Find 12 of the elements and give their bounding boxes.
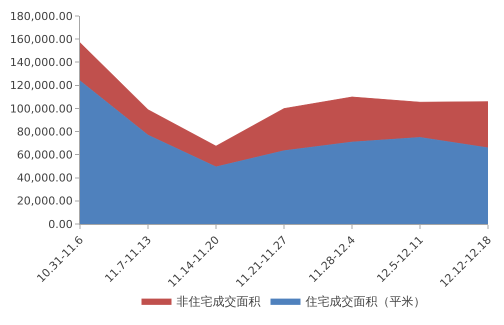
legend-label: 非住宅成交面积 — [176, 294, 260, 309]
y-tick-label: 120,000.00 — [10, 79, 73, 92]
y-tick-label: 40,000.00 — [16, 172, 73, 185]
y-tick-label: 160,000.00 — [10, 32, 73, 46]
y-tick-label: 80,000.00 — [16, 125, 73, 138]
y-tick-label: 140,000.00 — [10, 56, 73, 70]
legend-label: 住宅成交面积（平米） — [304, 294, 426, 309]
y-tick-label: 180,000.00 — [10, 10, 73, 23]
y-tick-label: 60,000.00 — [16, 148, 73, 162]
y-tick-label: 0.00 — [48, 218, 73, 231]
y-tick-label: 100,000.00 — [10, 102, 73, 116]
y-tick-label: 20,000.00 — [16, 194, 73, 208]
